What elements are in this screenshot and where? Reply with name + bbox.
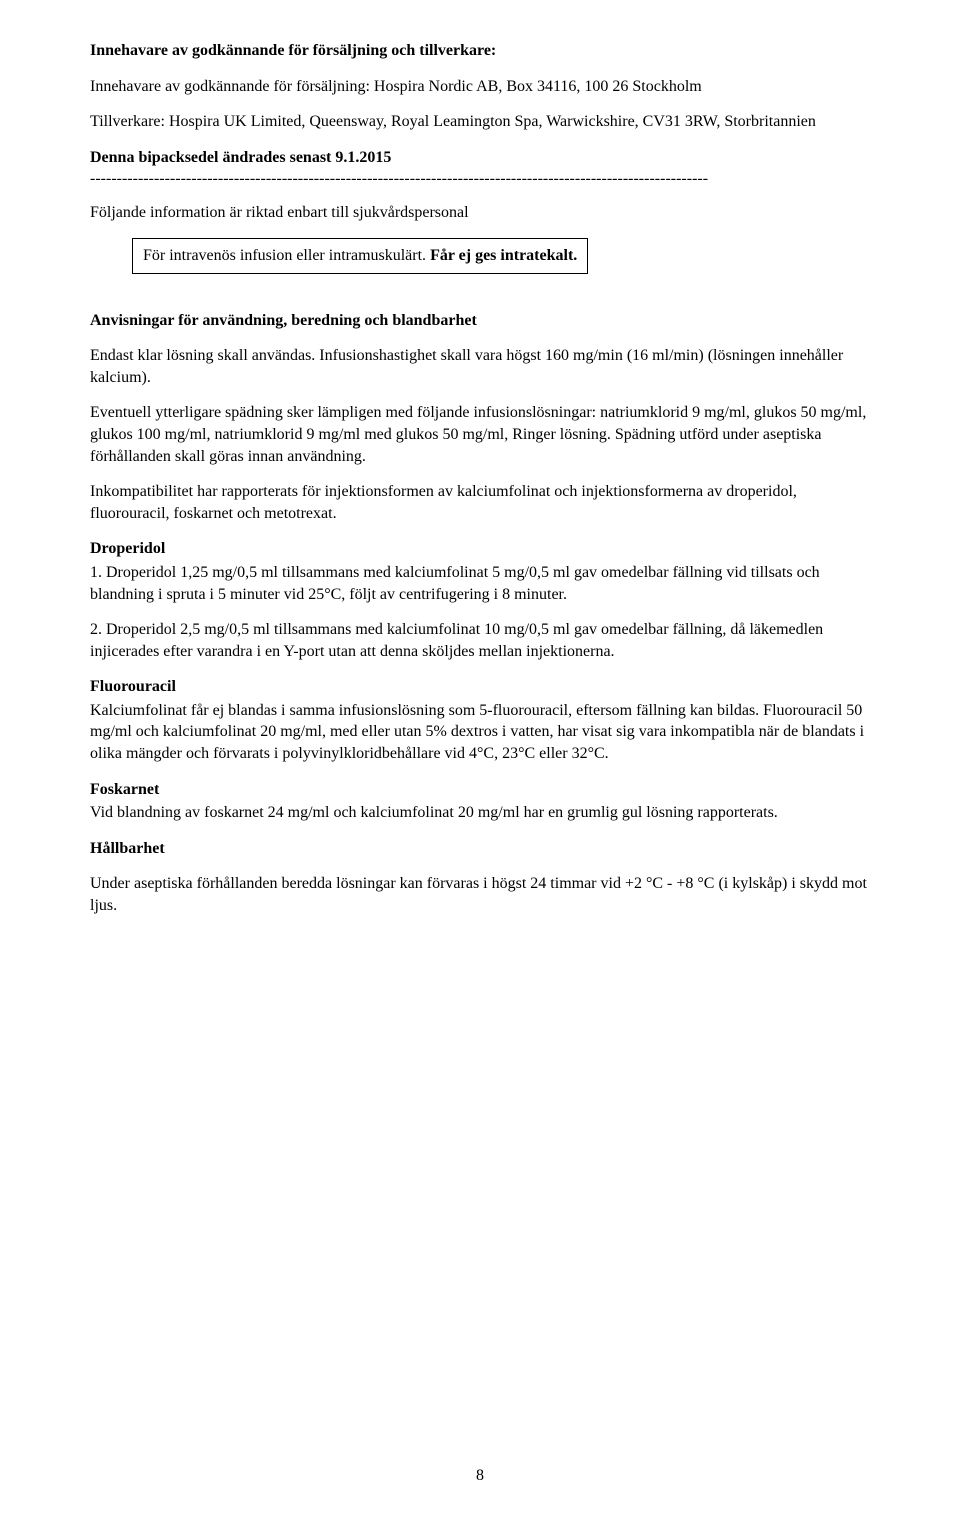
paragraph-inkompatibilitet: Inkompatibilitet har rapporterats för in… (90, 481, 870, 524)
droperidol-heading: Droperidol (90, 538, 870, 560)
divider-dashes: ----------------------------------------… (90, 170, 870, 188)
droperidol-item-1: 1. Droperidol 1,25 mg/0,5 ml tillsammans… (90, 562, 870, 605)
warning-box: För intravenös infusion eller intramusku… (132, 238, 588, 274)
holder-line: Innehavare av godkännande för försäljnin… (90, 76, 870, 98)
page-number: 8 (0, 1467, 960, 1485)
revised-date-label: Denna bipacksedel ändrades senast 9.1.20… (90, 147, 870, 169)
foskarnet-paragraph: Vid blandning av foskarnet 24 mg/ml och … (90, 802, 870, 824)
following-info-line: Följande information är riktad enbart ti… (90, 202, 870, 224)
foskarnet-heading: Foskarnet (90, 779, 870, 801)
document-page: Innehavare av godkännande för försäljnin… (0, 0, 960, 1515)
paragraph-endast: Endast klar lösning skall användas. Infu… (90, 345, 870, 388)
droperidol-item-2: 2. Droperidol 2,5 mg/0,5 ml tillsammans … (90, 619, 870, 662)
warning-text-b: Får ej ges intratekalt. (430, 247, 577, 264)
section-heading-holder-manufacturer: Innehavare av godkännande för försäljnin… (90, 40, 870, 62)
warning-text-a: För intravenös infusion eller intramusku… (143, 247, 430, 264)
manufacturer-line: Tillverkare: Hospira UK Limited, Queensw… (90, 111, 870, 133)
fluorouracil-heading: Fluorouracil (90, 676, 870, 698)
instructions-heading: Anvisningar för användning, beredning oc… (90, 310, 870, 332)
hallbarhet-heading: Hållbarhet (90, 838, 870, 860)
fluorouracil-paragraph: Kalciumfolinat får ej blandas i samma in… (90, 700, 870, 765)
paragraph-eventuell: Eventuell ytterligare spädning sker lämp… (90, 402, 870, 467)
hallbarhet-paragraph: Under aseptiska förhållanden beredda lös… (90, 873, 870, 916)
